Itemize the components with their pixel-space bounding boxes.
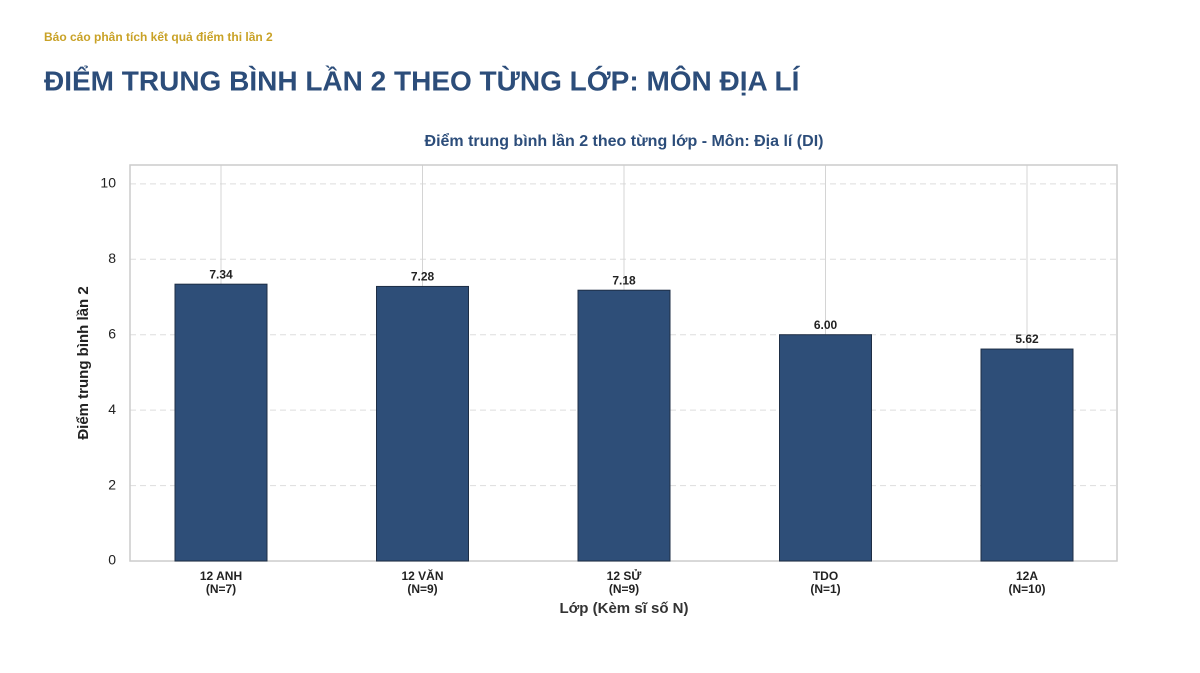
chart-title: Điểm trung bình lần 2 theo từng lớp - Mô…: [425, 132, 824, 150]
bar: [174, 283, 268, 562]
x-axis-label: Lớp (Kèm sĩ số N): [559, 600, 688, 617]
y-tick-label: 4: [108, 401, 116, 417]
value-label: 7.28: [411, 270, 435, 284]
x-tick-sublabel: (N=9): [609, 582, 639, 596]
value-label: 7.34: [209, 267, 233, 281]
y-axis-label: Điểm trung bình lần 2: [75, 286, 92, 439]
x-tick-sublabel: (N=7): [206, 582, 236, 596]
y-tick-label: 6: [108, 325, 116, 341]
x-tick-label: 12 ANH: [200, 569, 242, 583]
bar: [779, 334, 872, 562]
x-tick-sublabel: (N=1): [810, 582, 840, 596]
header: Báo cáo phân tích kết quả điểm thi lần 2: [44, 30, 273, 44]
x-tick-label: 12 VĂN: [401, 568, 443, 583]
bar: [980, 348, 1074, 562]
value-label: 5.62: [1015, 332, 1039, 346]
bar: [577, 289, 671, 562]
y-tick-label: 10: [100, 175, 116, 191]
value-label: 6.00: [814, 318, 838, 332]
x-tick-label: TDO: [813, 569, 838, 583]
page-title: ĐIỂM TRUNG BÌNH LẦN 2 THEO TỪNG LỚP: MÔN…: [44, 64, 801, 96]
bar: [376, 285, 469, 562]
y-tick-label: 2: [108, 476, 116, 492]
x-tick-label: 12A: [1016, 569, 1038, 583]
y-tick-label: 8: [108, 250, 116, 266]
x-tick-label: 12 SỬ: [607, 568, 642, 583]
y-tick-label: 0: [108, 552, 116, 568]
x-tick-sublabel: (N=9): [407, 582, 437, 596]
value-label: 7.18: [612, 273, 636, 287]
x-tick-sublabel: (N=10): [1008, 582, 1045, 596]
